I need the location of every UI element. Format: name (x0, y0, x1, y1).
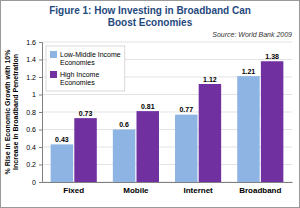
bar (113, 130, 135, 183)
tick-mark (39, 42, 42, 43)
tick-label: 0.8 (26, 109, 36, 116)
tick: Mobile (123, 182, 149, 195)
tick-label: 0.6 (26, 126, 36, 133)
chart: Figure 1: How Investing in Broadband Can… (0, 0, 300, 208)
tick: 0.8 (26, 109, 42, 116)
tick-mark (39, 77, 42, 78)
category-label: Mobile (123, 186, 149, 195)
category-label: Broadband (239, 186, 281, 195)
tick-label: 1.2 (26, 74, 36, 81)
tick-label: 1.6 (26, 39, 36, 46)
axis-line (43, 182, 293, 183)
legend-label: Low-Middle IncomeEconomies (60, 51, 121, 66)
text-line: High Income (60, 71, 99, 79)
category-label: Internet (183, 186, 213, 195)
tick: Internet (183, 182, 213, 195)
x-axis: Fixed Mobile Internet Broadband (43, 182, 293, 195)
text-line: Economies (60, 59, 95, 66)
category-label: Fixed (63, 186, 84, 195)
text-line: Increase in Broadband Penetration (12, 54, 19, 170)
tick-mark (39, 147, 42, 148)
tick: Fixed (63, 182, 84, 195)
tick-label: 0.2 (26, 161, 36, 168)
data-label: 1.12 (203, 76, 217, 83)
text-line: Figure 1: How Investing in Broadband Can (49, 5, 251, 16)
tick-mark (39, 95, 42, 96)
tick: 1.2 (26, 74, 42, 81)
text-line: Economies (60, 79, 95, 86)
data-label: 0.6 (119, 121, 129, 128)
y-axis: 0 0.2 0.4 0.6 0.8 1 1.2 1.4 1.6 (26, 39, 42, 186)
bar (74, 118, 96, 182)
bar (261, 61, 283, 182)
bar (51, 144, 73, 182)
tick: 0 (32, 179, 42, 186)
tick: 1 (32, 91, 42, 98)
bar (175, 115, 197, 182)
tick-label: 1.4 (26, 56, 36, 63)
tick-label: 0 (32, 179, 36, 186)
text-line: % Rise in Economic Growth with 10% (4, 49, 11, 175)
axis-line (39, 43, 43, 183)
bar (136, 111, 158, 182)
tick: 0.6 (26, 126, 42, 133)
tick-mark (39, 165, 42, 166)
legend-label: High IncomeEconomies (60, 71, 99, 86)
data-label: 1.21 (242, 68, 256, 75)
chart-frame (1, 1, 300, 208)
tick-label: 1 (32, 91, 36, 98)
bar (237, 76, 259, 182)
data-label: 0.43 (55, 136, 69, 143)
bars (51, 61, 284, 182)
tick: 0.4 (26, 144, 42, 151)
tick: 0.2 (26, 161, 42, 168)
tick-label: 0.4 (26, 144, 36, 151)
tick: Broadband (239, 182, 281, 195)
title: Figure 1: How Investing in Broadband Can… (49, 5, 251, 28)
tick: 1.4 (26, 56, 42, 63)
data-label: 0.77 (179, 106, 193, 113)
tick-mark (39, 60, 42, 61)
grid (42, 42, 292, 182)
text-line: Boost Economies (108, 17, 193, 28)
tick: 1.6 (26, 39, 42, 46)
tick-mark (39, 130, 42, 131)
legend-box (46, 46, 125, 91)
data-label: 1.38 (265, 53, 279, 60)
text-line: Low-Middle Income (60, 51, 121, 58)
data-label: 0.81 (141, 103, 155, 110)
y-axis-title: % Rise in Economic Growth with 10%Increa… (4, 49, 19, 175)
legend: Low-Middle IncomeEconomiesHigh IncomeEco… (46, 46, 125, 91)
data-label: 0.73 (79, 110, 93, 117)
subtitle: Source: World Bank 2009 (212, 31, 292, 38)
plot: 0.430.60.771.210.730.811.121.3800.20.40.… (26, 39, 292, 195)
legend-swatch (50, 71, 57, 78)
tick-mark (39, 182, 42, 183)
tick-mark (39, 112, 42, 113)
grid-line (42, 42, 292, 43)
bar (199, 84, 221, 182)
legend-swatch (50, 51, 57, 58)
